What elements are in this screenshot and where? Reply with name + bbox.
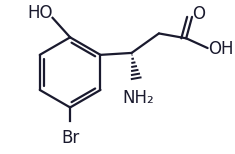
Text: HO: HO	[27, 4, 53, 22]
Text: O: O	[192, 5, 205, 23]
Text: OH: OH	[208, 40, 234, 58]
Text: NH₂: NH₂	[123, 89, 154, 107]
Text: Br: Br	[61, 129, 79, 147]
